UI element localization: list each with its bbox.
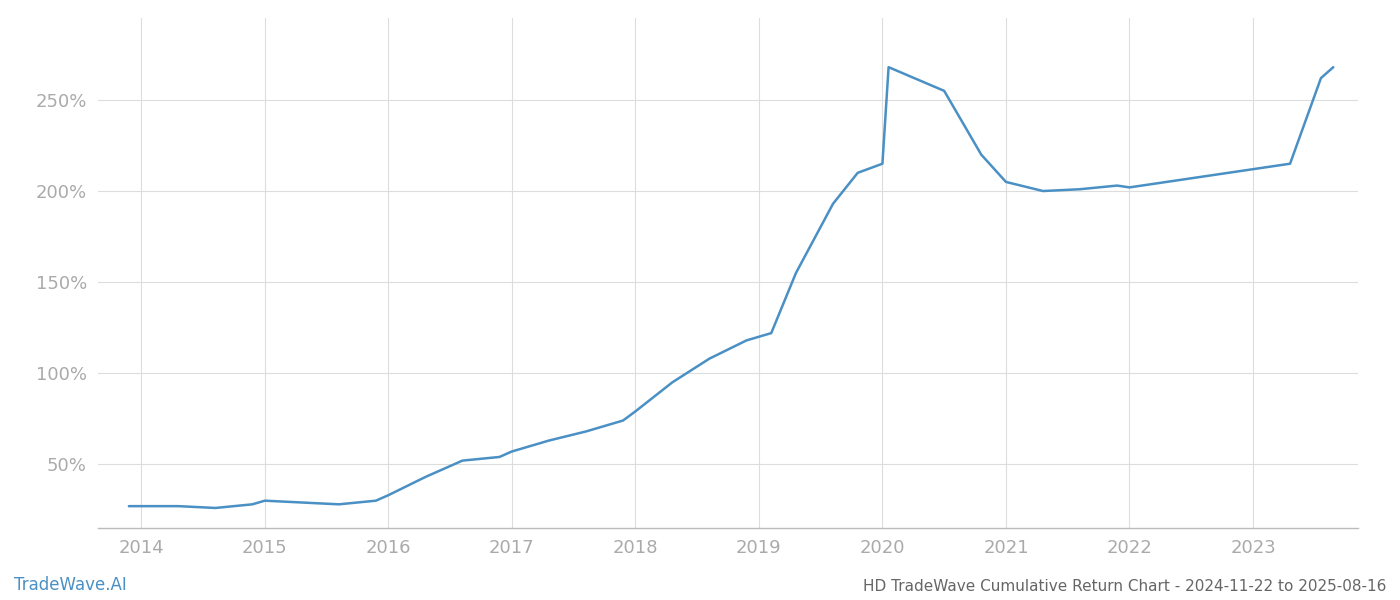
- Text: TradeWave.AI: TradeWave.AI: [14, 576, 127, 594]
- Text: HD TradeWave Cumulative Return Chart - 2024-11-22 to 2025-08-16: HD TradeWave Cumulative Return Chart - 2…: [862, 579, 1386, 594]
